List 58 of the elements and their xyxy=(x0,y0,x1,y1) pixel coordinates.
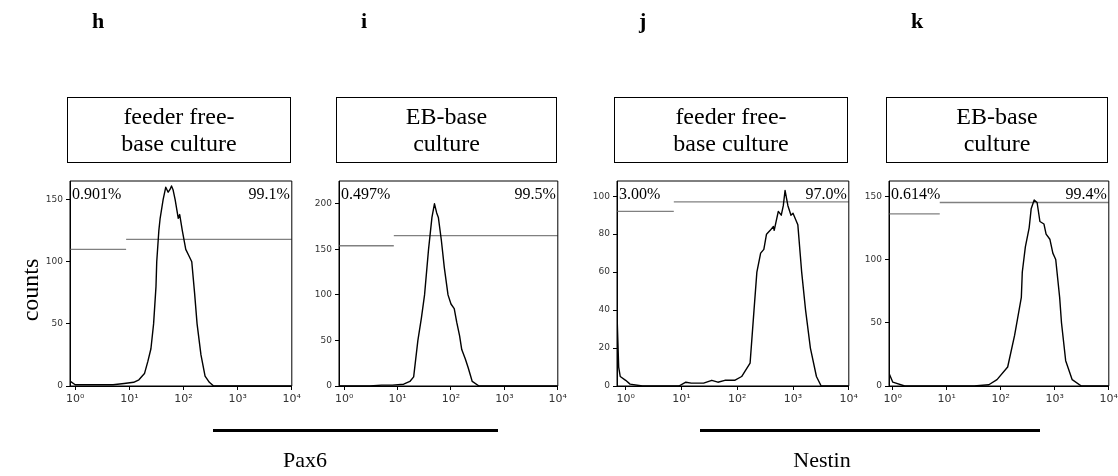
x-tick-label: 10² xyxy=(728,392,747,406)
annotation: 99.4% xyxy=(1065,185,1107,203)
y-tick-label: 0 xyxy=(326,380,333,391)
x-tick-label: 10² xyxy=(174,392,193,406)
y-tick-label: 0 xyxy=(604,380,611,391)
y-axis-title: counts xyxy=(16,258,44,322)
annotation: 99.1% xyxy=(248,185,290,203)
x-tick-label: 10² xyxy=(441,392,461,406)
y-tick-label: 150 xyxy=(45,193,64,204)
y-tick-label: 0 xyxy=(57,380,64,391)
x-tick-label: 10⁴ xyxy=(1099,392,1118,406)
x-tick-label: 10³ xyxy=(1045,392,1065,406)
annotation: 99.5% xyxy=(514,185,556,203)
text: j xyxy=(639,8,647,34)
x-tick-label: 10⁰ xyxy=(616,392,636,406)
y-tick-label: 100 xyxy=(864,253,883,264)
x-tick-label: 10⁴ xyxy=(839,392,859,406)
y-tick-label: 50 xyxy=(320,334,333,345)
text: i xyxy=(361,8,368,34)
x-tick-label: 10⁴ xyxy=(548,392,568,406)
x-tick-label: 10¹ xyxy=(672,392,691,406)
annotation: 0.497% xyxy=(341,185,391,203)
x-tick-label: 10³ xyxy=(783,392,803,406)
x-tick-label: 10³ xyxy=(228,392,247,406)
annotation: 0.614% xyxy=(891,185,941,203)
annotation: 97.0% xyxy=(805,185,847,203)
y-tick-label: 200 xyxy=(314,198,333,209)
y-tick-label: 150 xyxy=(314,243,333,254)
y-tick-label: 20 xyxy=(598,342,611,353)
x-tick-label: 10¹ xyxy=(388,392,407,406)
chart-title: EB-base culture xyxy=(955,103,1039,157)
y-tick-label: 100 xyxy=(314,289,333,300)
x-tick-label: 10³ xyxy=(495,392,514,406)
y-tick-label: 150 xyxy=(864,190,883,201)
x-tick-label: 10¹ xyxy=(937,392,957,406)
annotation: 0.901% xyxy=(72,185,122,203)
chart-title: feeder free-base culture xyxy=(120,103,238,157)
y-tick-label: 0 xyxy=(876,380,883,391)
annotation: 3.00% xyxy=(619,185,661,203)
y-tick-label: 60 xyxy=(598,266,611,277)
text: h xyxy=(92,8,105,34)
chart-title: feeder free-base culture xyxy=(672,103,790,157)
chart-title: EB-base culture xyxy=(404,103,489,157)
x-tick-label: 10⁰ xyxy=(334,392,354,406)
y-tick-label: 100 xyxy=(45,256,64,267)
x-tick-label: 10⁴ xyxy=(282,392,302,406)
x-tick-label: 10⁰ xyxy=(66,392,86,406)
y-tick-label: 80 xyxy=(598,228,611,239)
x-axis-title: Pax6 xyxy=(283,447,327,473)
x-tick-label: 10¹ xyxy=(120,392,139,406)
y-tick-label: 100 xyxy=(592,190,611,201)
x-tick-label: 10⁰ xyxy=(883,392,903,406)
x-axis-title: Nestin xyxy=(793,447,851,473)
y-tick-label: 50 xyxy=(870,317,883,328)
x-tick-label: 10² xyxy=(991,392,1011,406)
text: k xyxy=(911,8,924,34)
y-tick-label: 50 xyxy=(51,318,64,329)
y-tick-label: 40 xyxy=(598,304,611,315)
